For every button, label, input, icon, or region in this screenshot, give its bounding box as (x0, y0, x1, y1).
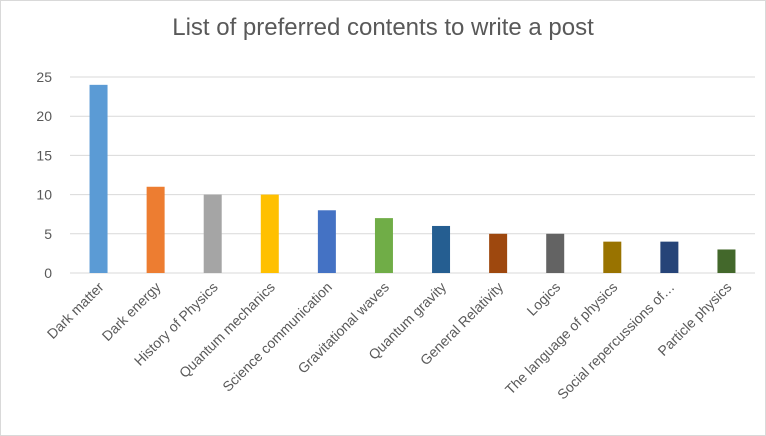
x-tick-label-1: Dark matter (44, 279, 107, 342)
y-tick-label-20: 20 (36, 108, 52, 124)
bar-1 (89, 84, 108, 273)
y-tick-label-5: 5 (44, 226, 52, 242)
bar-12 (717, 249, 736, 273)
x-tick-label-9: Logics (523, 279, 563, 319)
bar-11 (660, 241, 679, 273)
y-tick-label-10: 10 (36, 187, 52, 203)
x-tick-label-11: Social repercussions of… (554, 279, 678, 403)
y-tick-label-0: 0 (44, 265, 52, 281)
bar-6 (374, 218, 393, 273)
bar-5 (317, 210, 336, 273)
bar-4 (260, 194, 279, 273)
bar-10 (603, 241, 622, 273)
x-tick-label-4: Quantum mechanics (176, 279, 278, 381)
bar-8 (489, 233, 508, 273)
y-tick-label-25: 25 (36, 69, 52, 85)
chart-title: List of preferred contents to write a po… (172, 14, 594, 41)
bar-2 (146, 186, 165, 273)
bar-7 (432, 225, 451, 273)
bar-9 (546, 233, 565, 273)
x-tick-label-5: Science communication (219, 279, 335, 395)
bar-3 (203, 194, 222, 273)
x-tick-label-10: The language of physics (502, 279, 621, 398)
y-tick-label-15: 15 (36, 147, 52, 163)
